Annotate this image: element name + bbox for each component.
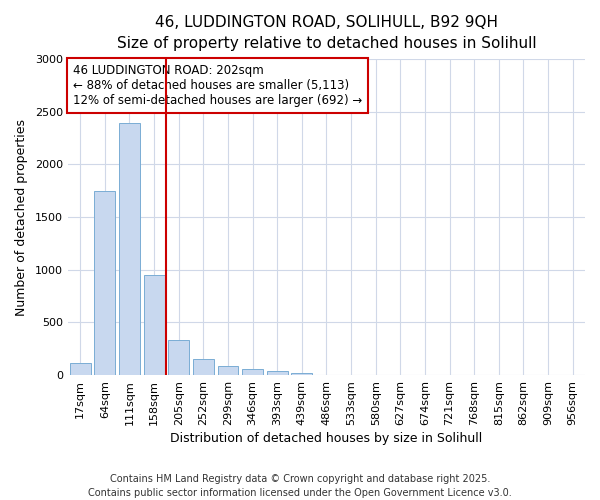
Bar — [242, 370, 263, 375]
Bar — [292, 373, 313, 375]
Bar — [267, 372, 287, 375]
Bar — [168, 340, 189, 375]
X-axis label: Distribution of detached houses by size in Solihull: Distribution of detached houses by size … — [170, 432, 482, 445]
Text: Contains HM Land Registry data © Crown copyright and database right 2025.
Contai: Contains HM Land Registry data © Crown c… — [88, 474, 512, 498]
Bar — [193, 360, 214, 375]
Bar — [70, 363, 91, 375]
Bar — [218, 366, 238, 375]
Y-axis label: Number of detached properties: Number of detached properties — [15, 118, 28, 316]
Bar — [119, 124, 140, 375]
Bar — [143, 275, 164, 375]
Bar — [316, 374, 337, 375]
Text: 46 LUDDINGTON ROAD: 202sqm
← 88% of detached houses are smaller (5,113)
12% of s: 46 LUDDINGTON ROAD: 202sqm ← 88% of deta… — [73, 64, 362, 107]
Title: 46, LUDDINGTON ROAD, SOLIHULL, B92 9QH
Size of property relative to detached hou: 46, LUDDINGTON ROAD, SOLIHULL, B92 9QH S… — [116, 15, 536, 51]
Bar — [94, 191, 115, 375]
